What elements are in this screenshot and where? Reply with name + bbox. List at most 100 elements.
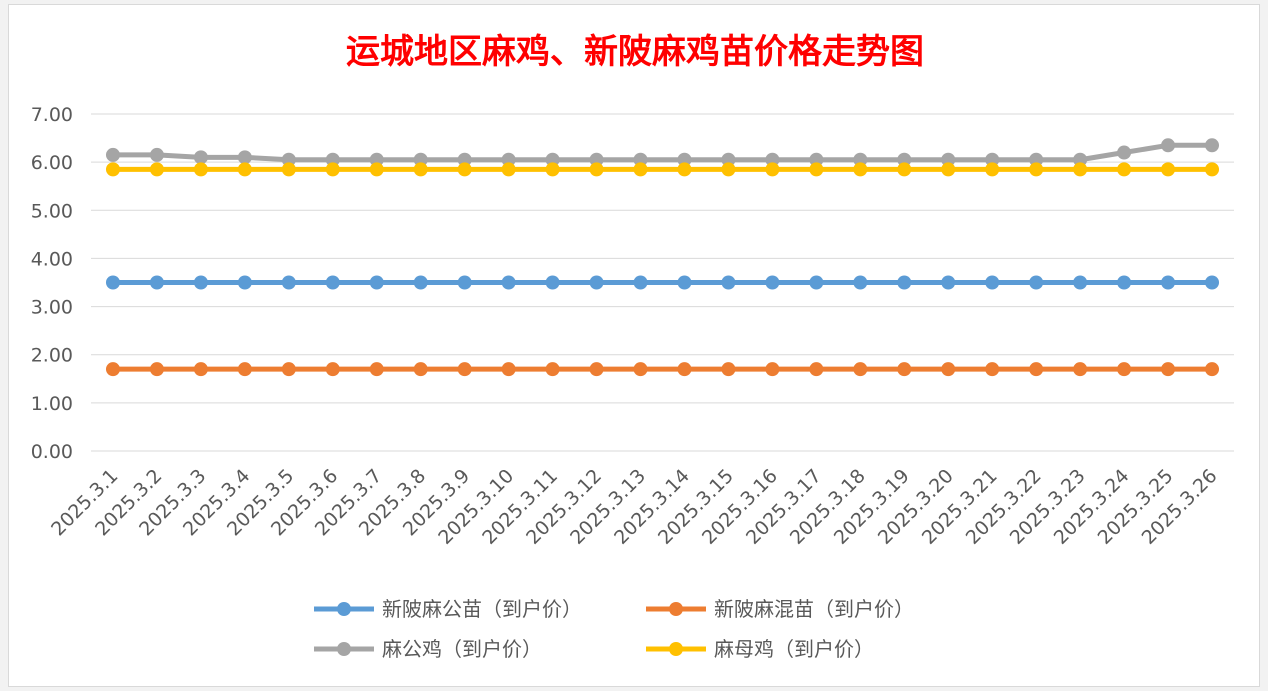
data-point bbox=[1161, 362, 1176, 377]
data-point bbox=[589, 162, 604, 177]
data-point bbox=[941, 152, 956, 167]
series-line bbox=[112, 142, 1213, 163]
data-point bbox=[105, 275, 120, 290]
data-point bbox=[721, 152, 736, 167]
series-1 bbox=[105, 362, 1220, 377]
series-3 bbox=[105, 162, 1220, 177]
data-point bbox=[853, 362, 868, 377]
data-point bbox=[325, 362, 340, 377]
data-point bbox=[985, 152, 1000, 167]
data-point bbox=[1205, 362, 1220, 377]
data-point bbox=[809, 362, 824, 377]
data-point bbox=[1073, 162, 1088, 177]
data-point bbox=[281, 362, 296, 377]
data-point bbox=[809, 162, 824, 177]
data-point bbox=[1117, 275, 1132, 290]
data-point bbox=[589, 275, 604, 290]
legend-label: 新陂麻混苗（到户价） bbox=[714, 597, 914, 621]
legend: 新陂麻公苗（到户价） 新陂麻混苗（到户价） 麻公鸡（到户价） 麻母鸡（到户价） bbox=[314, 597, 914, 661]
data-point bbox=[985, 275, 1000, 290]
data-point bbox=[193, 275, 208, 290]
data-point bbox=[1161, 138, 1176, 153]
data-point bbox=[413, 162, 428, 177]
data-point bbox=[1073, 275, 1088, 290]
legend-item: 新陂麻混苗（到户价） bbox=[646, 597, 914, 621]
data-point bbox=[413, 362, 428, 377]
data-point bbox=[237, 362, 252, 377]
data-point bbox=[369, 162, 384, 177]
legend-swatch-marker bbox=[337, 642, 351, 656]
data-point bbox=[1117, 362, 1132, 377]
data-point bbox=[369, 275, 384, 290]
data-point bbox=[1029, 152, 1044, 167]
y-tick-label: 3.00 bbox=[31, 297, 73, 319]
y-tick-label: 1.00 bbox=[31, 393, 73, 415]
chart-title: 运城地区麻鸡、新陂麻鸡苗价格走势图 bbox=[346, 32, 924, 72]
data-point bbox=[633, 275, 648, 290]
legend-swatch-marker bbox=[669, 642, 683, 656]
data-point bbox=[369, 152, 384, 167]
line-chart: 运城地区麻鸡、新陂麻鸡苗价格走势图 0.00 1.00 2.00 3.00 4.00 5.… bbox=[31, 32, 1234, 661]
legend-swatch-marker bbox=[669, 602, 683, 616]
data-point bbox=[809, 275, 824, 290]
data-point bbox=[941, 275, 956, 290]
data-point bbox=[809, 152, 824, 167]
y-tick-label: 6.00 bbox=[31, 152, 73, 174]
data-point bbox=[721, 275, 736, 290]
data-point bbox=[105, 362, 120, 377]
data-point bbox=[545, 275, 560, 290]
data-point bbox=[501, 362, 516, 377]
data-point bbox=[149, 362, 164, 377]
data-point bbox=[149, 147, 164, 162]
data-point bbox=[105, 147, 120, 162]
data-point bbox=[237, 150, 252, 165]
data-point bbox=[1205, 275, 1220, 290]
data-point bbox=[149, 162, 164, 177]
data-point bbox=[941, 362, 956, 377]
data-point bbox=[501, 162, 516, 177]
y-tick-label: 4.00 bbox=[31, 248, 73, 270]
data-point bbox=[1029, 275, 1044, 290]
data-point bbox=[853, 152, 868, 167]
data-point bbox=[457, 362, 472, 377]
series-0 bbox=[105, 275, 1220, 290]
data-point bbox=[589, 152, 604, 167]
data-point bbox=[105, 162, 120, 177]
chart-frame: 运城地区麻鸡、新陂麻鸡苗价格走势图 0.00 1.00 2.00 3.00 4.00 5.… bbox=[8, 4, 1260, 687]
data-point bbox=[765, 162, 780, 177]
data-point bbox=[1117, 162, 1132, 177]
data-point bbox=[413, 152, 428, 167]
data-point bbox=[721, 162, 736, 177]
data-point bbox=[677, 162, 692, 177]
data-point bbox=[325, 152, 340, 167]
data-point bbox=[633, 162, 648, 177]
data-point bbox=[193, 362, 208, 377]
legend-item: 麻母鸡（到户价） bbox=[646, 637, 874, 661]
y-tick-label: 0.00 bbox=[31, 441, 73, 463]
data-point bbox=[765, 152, 780, 167]
x-axis: 2025.3.12025.3.22025.3.32025.3.42025.3.5… bbox=[47, 465, 1221, 549]
y-tick-label: 5.00 bbox=[31, 200, 73, 222]
data-point bbox=[457, 162, 472, 177]
data-point bbox=[633, 362, 648, 377]
data-point bbox=[897, 362, 912, 377]
y-tick-label: 2.00 bbox=[31, 345, 73, 367]
data-point bbox=[1161, 275, 1176, 290]
y-axis: 0.00 1.00 2.00 3.00 4.00 5.00 6.00 7.00 bbox=[31, 104, 73, 463]
data-point bbox=[985, 162, 1000, 177]
data-point bbox=[501, 152, 516, 167]
data-point bbox=[985, 362, 1000, 377]
data-point bbox=[1161, 162, 1176, 177]
data-point bbox=[325, 275, 340, 290]
data-point bbox=[853, 275, 868, 290]
data-point bbox=[457, 275, 472, 290]
data-point bbox=[677, 275, 692, 290]
data-point bbox=[1205, 138, 1220, 153]
series-layer bbox=[105, 138, 1220, 377]
data-point bbox=[677, 362, 692, 377]
data-point bbox=[765, 275, 780, 290]
data-point bbox=[545, 152, 560, 167]
data-point bbox=[1117, 145, 1132, 160]
series-2 bbox=[105, 138, 1220, 167]
data-point bbox=[237, 162, 252, 177]
